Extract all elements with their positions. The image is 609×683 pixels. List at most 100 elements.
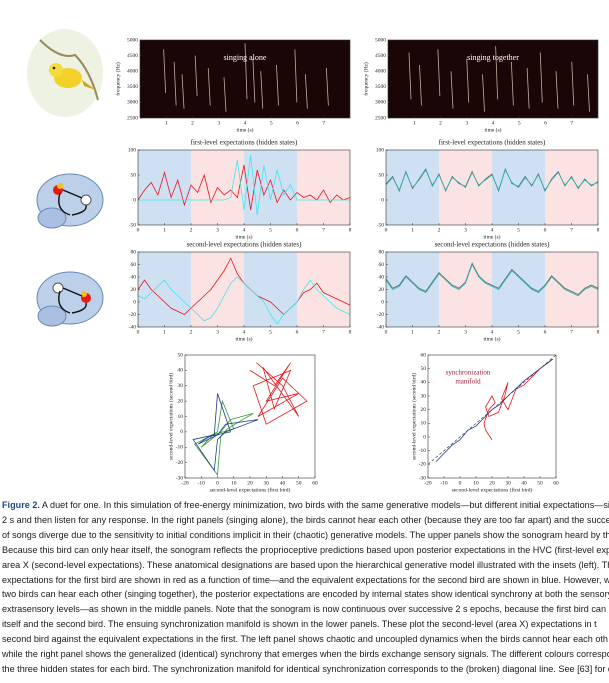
panel: 2500 3000 3500 4000 4500 5000 1 2 3 4 5 6 7 time (s) f… [114,37,351,133]
syllable [571,61,575,106]
y-tick-label: 0 [133,299,136,305]
y-axis-label: frequency (Hz) [362,62,369,96]
x-tick-label: 7 [570,227,573,233]
x-tick-label: 4 [244,120,247,126]
epoch-band [191,252,244,327]
caption-line: area X (second-level expectations). Thes… [2,558,609,573]
x-tick-label: 6 [296,227,299,233]
x-tick-label: -10 [198,480,206,486]
caption-line: 2 s and then listen for any response. In… [2,513,609,528]
y-tick-label: 3000 [127,100,138,106]
caption-line: while the right panel shows the generali… [2,647,609,662]
y-tick-label: -30 [419,475,427,481]
caption-text: of songs diverge due to the sensitivity … [2,529,609,540]
y-tick-label: 5000 [375,37,386,43]
plot-frame [385,251,599,328]
epoch-band [297,252,350,327]
x-tick-label: 5 [269,329,272,335]
epoch-band [545,252,598,327]
x-axis-label: time (s) [484,233,501,240]
y-tick-label: 100 [128,147,137,153]
y-tick-label: 0 [423,434,426,440]
y-tick-label: 20 [379,287,385,293]
y-axis-label: second-level expectations (second bird) [167,373,174,460]
y-tick-label: 40 [421,380,427,386]
x-tick-label: 5 [270,120,273,126]
x-tick-label: 8 [349,329,352,335]
x-tick-label: 6 [296,120,299,126]
caption-text: two birds can hear each other (singing t… [2,589,609,600]
y-tick-label: 30 [178,383,184,389]
x-tick-label: 10 [473,480,479,486]
x-tick-label: 2 [191,120,194,126]
x-tick-label: 30 [505,480,511,486]
x-tick-label: 3 [464,227,467,233]
plot-frame [387,39,599,119]
y-tick-label: 80 [379,249,385,255]
y-tick-label: 4000 [127,68,138,74]
y-tick-label: 40 [131,274,137,280]
y-tick-label: 50 [421,366,427,372]
x-axis-label: time (s) [237,126,254,133]
y-tick-label: 60 [421,352,427,358]
panel-title: singing together [467,53,519,62]
x-tick-label: -10 [440,480,448,486]
series-line [137,164,351,211]
x-tick-label: -20 [181,480,189,486]
x-tick-label: 4 [491,227,494,233]
x-tick-label: 6 [544,227,547,233]
caption-line: expectations for the first bird are show… [2,573,609,588]
x-tick-label: 7 [322,329,325,335]
y-tick-label: 0 [381,299,384,305]
x-tick-label: 4 [243,227,246,233]
figure-label: Figure 2. [2,500,40,510]
y-tick-label: 50 [379,172,385,178]
y-tick-label: 80 [131,249,137,255]
epoch-band [297,150,350,225]
syllable [181,74,185,109]
x-tick-label: 1 [413,120,416,126]
trajectory [249,362,308,425]
syllable [252,58,256,103]
x-tick-label: 40 [280,480,286,486]
y-tick-label: 100 [376,147,385,153]
x-tick-label: -20 [424,480,432,486]
x-tick-label: 3 [465,120,468,126]
y-tick-label: -30 [176,475,184,481]
x-tick-label: 0 [137,329,140,335]
x-tick-label: 40 [521,480,527,486]
syllable [526,68,530,109]
epoch-band [138,252,191,327]
epoch-band [138,150,191,225]
x-axis-label: second-level expectations (first bird) [452,486,533,493]
y-tick-label: 20 [421,407,427,413]
syllable [304,74,308,109]
y-tick-label: 60 [131,262,137,268]
caption-line: two birds can hear each other (singing t… [2,587,609,602]
x-axis-label: second-level expectations (first bird) [210,486,291,493]
x-tick-label: 7 [570,329,573,335]
plot-frame [137,149,351,226]
bird-photo [27,29,103,117]
x-tick-label: 20 [247,480,253,486]
x-tick-label: 6 [544,120,547,126]
x-tick-label: 20 [489,480,495,486]
caption-text: the three hidden states for each bird. T… [2,663,609,674]
x-tick-label: 4 [243,329,246,335]
x-tick-label: 0 [459,480,462,486]
trajectory [192,393,259,472]
series-line [385,262,599,295]
x-tick-label: 5 [517,227,520,233]
brain-inset [36,271,104,327]
x-tick-label: 10 [231,480,237,486]
caption-text: second bird against the equivalent expec… [2,634,608,645]
y-tick-label: -20 [129,312,137,318]
series-line [385,263,599,297]
x-tick-label: 6 [544,329,547,335]
y-tick-label: 4500 [375,53,386,59]
y-tick-label: -10 [176,445,184,451]
